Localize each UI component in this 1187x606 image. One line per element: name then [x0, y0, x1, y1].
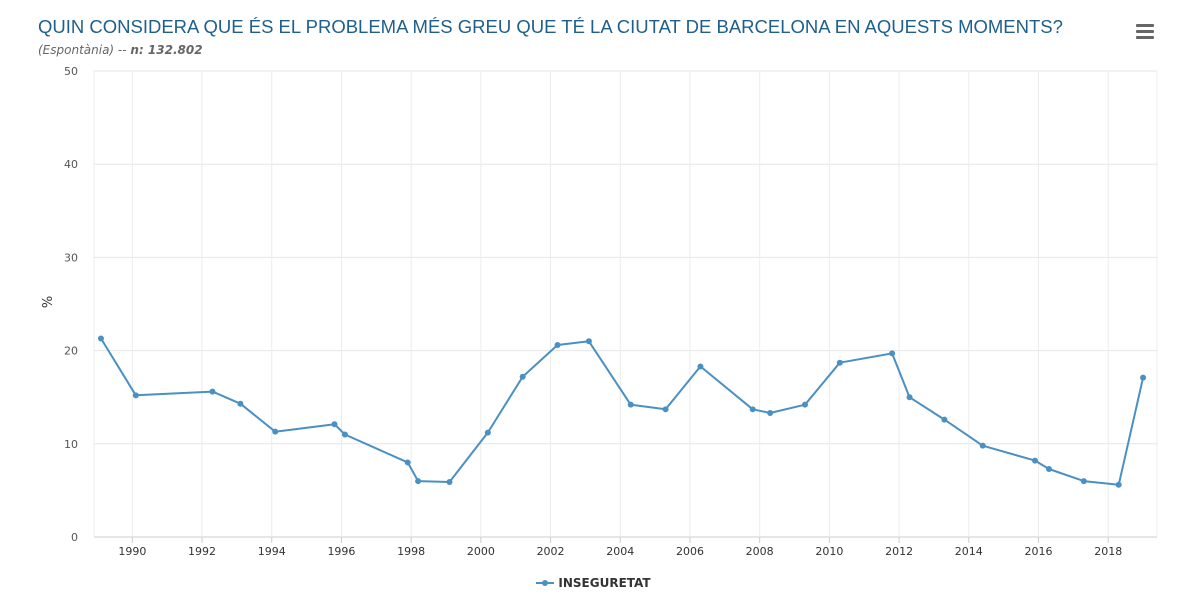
data-point[interactable] — [767, 410, 774, 417]
chart-subtitle: (Espontània) -- n: 132.802 — [38, 43, 203, 57]
x-tick-label: 1998 — [397, 545, 425, 558]
series-layer — [97, 335, 1147, 488]
data-point[interactable] — [662, 406, 669, 413]
data-point[interactable] — [801, 401, 808, 408]
x-tick-label: 2006 — [676, 545, 704, 558]
grid-lines — [93, 70, 1158, 538]
y-tick-label: 40 — [64, 158, 78, 171]
data-point[interactable] — [209, 388, 216, 395]
data-point[interactable] — [585, 338, 592, 345]
chart-title: QUIN CONSIDERA QUE ÉS EL PROBLEMA MÉS GR… — [38, 16, 1063, 37]
x-tick-label: 2012 — [885, 545, 913, 558]
data-point[interactable] — [272, 428, 279, 435]
data-point[interactable] — [1032, 457, 1039, 464]
data-point[interactable] — [889, 350, 896, 357]
x-tick-label: 1994 — [258, 545, 286, 558]
legend-marker — [536, 580, 555, 586]
data-point[interactable] — [341, 431, 348, 438]
series-line-inseguretat — [100, 337, 1145, 486]
line-chart: 0 10 20 30 40 50 1990 1992 1994 1996 1998 2000 2002… — [41, 65, 1158, 558]
x-tick-label: 2002 — [537, 545, 565, 558]
data-point[interactable] — [446, 479, 453, 486]
subtitle-sample-size: n: 132.802 — [130, 43, 203, 57]
x-tick-label: 1990 — [118, 545, 146, 558]
data-point[interactable] — [331, 421, 338, 428]
data-point[interactable] — [836, 359, 843, 366]
legend-item-inseguretat[interactable]: INSEGURETAT — [0, 573, 1187, 592]
data-point[interactable] — [697, 363, 704, 370]
x-tick-label: 2014 — [955, 545, 983, 558]
data-point[interactable] — [1140, 374, 1147, 381]
data-point[interactable] — [979, 442, 986, 449]
hamburger-menu-icon[interactable] — [1136, 24, 1154, 40]
data-point[interactable] — [1115, 481, 1122, 488]
data-point[interactable] — [404, 459, 411, 466]
data-point[interactable] — [1045, 465, 1052, 472]
y-tick-label: 30 — [64, 251, 78, 264]
x-tick-label: 2018 — [1094, 545, 1122, 558]
data-point[interactable] — [554, 342, 561, 349]
x-tick-label: 2004 — [606, 545, 634, 558]
x-tick-label: 2010 — [815, 545, 843, 558]
y-tick-label: 0 — [71, 531, 78, 544]
y-axis-label: % — [41, 296, 56, 308]
data-point[interactable] — [97, 335, 104, 342]
x-tick-label: 1992 — [188, 545, 216, 558]
data-point[interactable] — [519, 373, 526, 380]
x-tick-label: 2016 — [1025, 545, 1053, 558]
x-axis-ticks: 1990 1992 1994 1996 1998 2000 2002 2004 2006 2008… — [118, 537, 1122, 558]
data-point[interactable] — [484, 429, 491, 436]
subtitle-prefix: (Espontània) -- — [38, 43, 131, 57]
y-tick-label: 10 — [64, 438, 78, 451]
data-point[interactable] — [237, 400, 244, 407]
data-point[interactable] — [415, 478, 422, 485]
y-tick-label: 50 — [64, 65, 78, 78]
legend-label: INSEGURETAT — [558, 576, 651, 590]
x-tick-label: 2000 — [467, 545, 495, 558]
y-tick-label: 20 — [64, 345, 78, 358]
data-point[interactable] — [906, 394, 913, 401]
data-point[interactable] — [627, 401, 634, 408]
data-point[interactable] — [749, 406, 756, 413]
y-axis-ticks: 0 10 20 30 40 50 — [64, 65, 78, 544]
data-point[interactable] — [941, 416, 948, 423]
data-point[interactable] — [132, 392, 139, 399]
data-point[interactable] — [1080, 478, 1087, 485]
x-tick-label: 2008 — [746, 545, 774, 558]
x-tick-label: 1996 — [327, 545, 355, 558]
